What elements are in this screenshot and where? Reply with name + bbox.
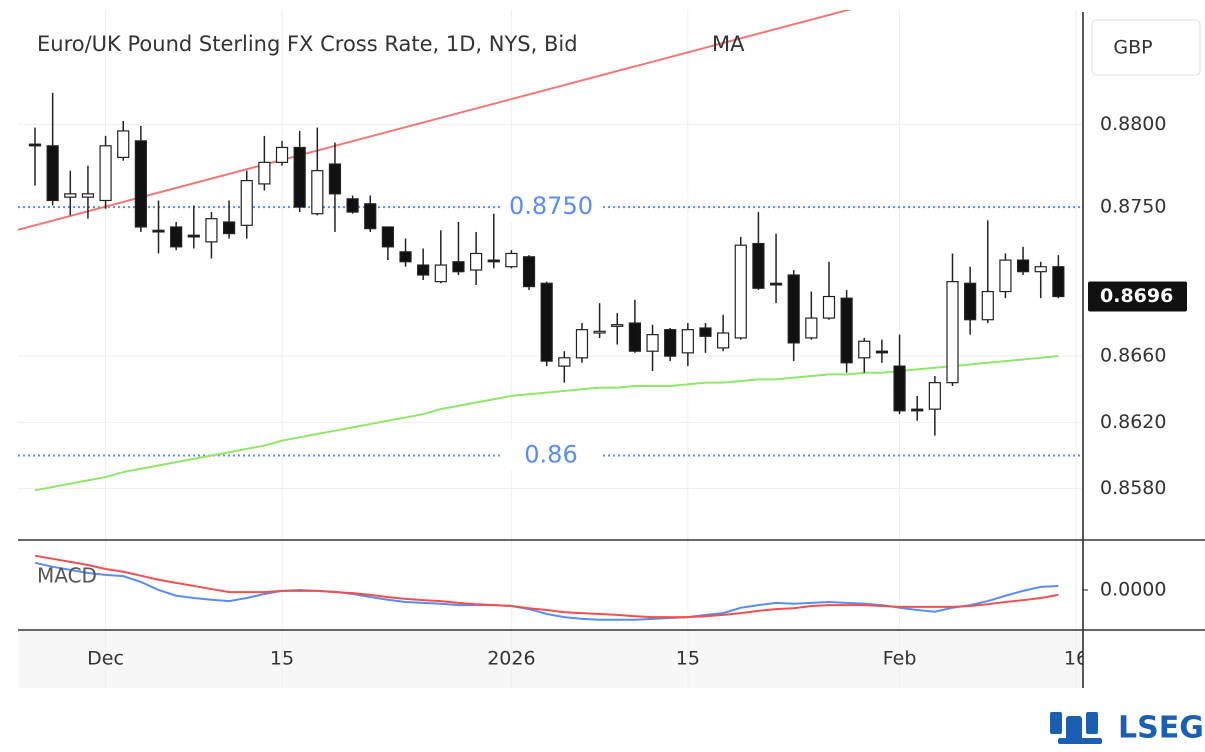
moving-average [34, 355, 1059, 492]
candle-body [452, 261, 465, 273]
candle-body [240, 179, 253, 226]
grid [18, 10, 1083, 688]
candle-body [46, 145, 59, 202]
candle-body [893, 365, 906, 412]
candle-body [470, 252, 483, 271]
legend-entry: MA [712, 32, 745, 56]
x-tick-label: 16 [1064, 648, 1088, 670]
candle-body [170, 226, 183, 248]
last-price-box [1088, 281, 1187, 312]
x-tick-label: Feb [883, 648, 917, 670]
candle-body [928, 382, 941, 410]
unit-label: GBP [1113, 37, 1152, 59]
candle-body [999, 259, 1012, 293]
candle-body [805, 317, 818, 339]
candle-body [205, 218, 218, 243]
candle-body [946, 281, 959, 384]
candle-body [81, 193, 95, 198]
x-tick-label: 15 [676, 648, 700, 670]
y-tick-label: 0.8660 [1100, 345, 1166, 367]
candle-body [981, 290, 994, 321]
candle-body [628, 322, 641, 352]
candle-body [593, 330, 606, 334]
candle-body [858, 340, 871, 359]
candle-body [522, 256, 536, 288]
candle-body [293, 146, 306, 208]
y-tick-label: 0.8800 [1100, 113, 1166, 135]
x-tick-label: 15 [270, 648, 294, 670]
label-background [500, 192, 600, 223]
x-tick-label: 2026 [487, 648, 535, 670]
candle-body [222, 221, 236, 235]
x-tick-label: Dec [87, 648, 124, 670]
y-tick-label: 0.8750 [1100, 196, 1166, 218]
label-background [500, 440, 600, 471]
candle-body [187, 234, 200, 238]
candle-body [399, 251, 412, 263]
y-tick-label: 0.0000 [1100, 578, 1166, 600]
candle-body [275, 146, 289, 163]
x-axis-band [18, 630, 1083, 688]
candle-body [822, 295, 836, 319]
macd-pane [34, 554, 1059, 621]
reference-label: 0.8750 [509, 192, 593, 220]
candle-body [699, 327, 712, 337]
trendline [18, 10, 852, 231]
chart-title: Euro/UK Pound Sterling FX Cross Rate, 1D… [37, 32, 578, 56]
reference-label: 0.86 [524, 441, 577, 469]
candle-body [911, 408, 924, 412]
candle-body [258, 161, 271, 185]
candle-body [664, 329, 677, 357]
candle-body [964, 282, 977, 321]
candle-body [1052, 266, 1065, 298]
candle-body [311, 170, 324, 215]
candle-body [787, 274, 800, 344]
candle-body [840, 297, 853, 364]
candle-body [575, 329, 589, 359]
candle-body [381, 226, 394, 248]
candle-body [28, 143, 42, 147]
candle-body [717, 332, 730, 349]
candle-body [734, 244, 747, 339]
candle-body [134, 140, 147, 228]
logo: LSEG [1050, 711, 1204, 746]
candle-body [328, 163, 342, 195]
price-pane: 0.8750 0.86 [18, 10, 1083, 492]
candle-body [487, 259, 500, 263]
macd-title: MACD [37, 564, 97, 588]
candle-body [769, 282, 783, 286]
candle-body [346, 198, 359, 213]
candle-body [558, 357, 571, 367]
y-axis: 0.8800 0.8750 0.8660 0.8620 0.8580 0.0000 0.86… [1083, 113, 1187, 600]
unit-box [1091, 19, 1201, 76]
macd-line [34, 554, 1059, 619]
candle-body [364, 203, 377, 230]
candle-body [752, 242, 765, 289]
candle-body [1034, 266, 1047, 273]
logo-icon [1050, 712, 1102, 744]
last-price-label: 0.8696 [1100, 285, 1173, 307]
logo-text: LSEG [1118, 711, 1204, 746]
y-tick-label: 0.8620 [1100, 411, 1166, 433]
candle-body [99, 145, 112, 202]
candle-body [417, 264, 430, 276]
candle-body [646, 334, 659, 352]
candle-body [681, 329, 694, 354]
x-axis: Dec 15 2026 15 Feb 16 [87, 648, 1088, 670]
candle-body [540, 282, 553, 362]
y-tick-label: 0.8580 [1100, 477, 1166, 499]
candle-body [611, 324, 624, 327]
macd-line [34, 561, 1059, 621]
candle-body [152, 229, 165, 233]
candle-body [434, 264, 447, 283]
candle-body [1016, 259, 1030, 273]
candle-body [505, 252, 518, 268]
candle-body [875, 350, 889, 354]
candle-body [117, 130, 130, 159]
candle-body [64, 193, 77, 198]
